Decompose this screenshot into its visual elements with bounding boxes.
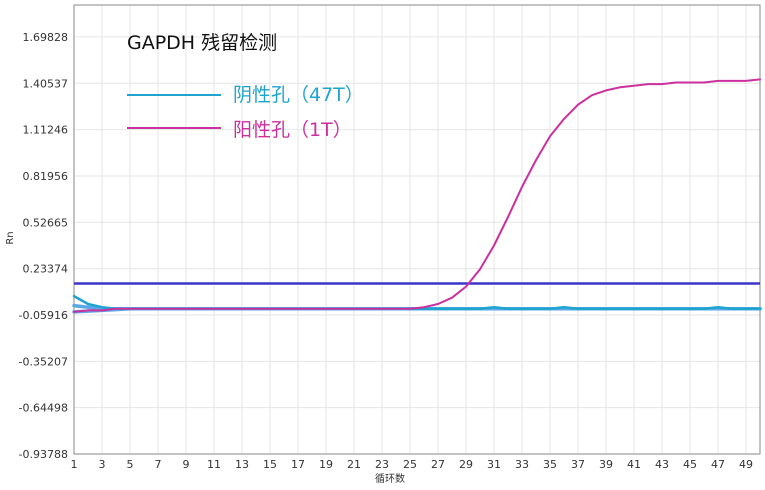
x-tick-label: 23 [375,458,389,471]
x-tick-label: 19 [319,458,333,471]
x-tick-label: 37 [571,458,585,471]
x-tick-label: 35 [543,458,557,471]
y-tick-label: -0.93788 [19,448,68,461]
y-tick-label: 0.81956 [23,170,69,183]
grid [73,5,760,455]
legend-label-positive: 阳性孔（1T） [233,119,352,141]
x-tick-label: 45 [683,458,697,471]
y-tick-label: -0.05916 [19,309,68,322]
y-tick-label: -0.64498 [19,402,68,415]
x-tick-label: 7 [155,458,162,471]
x-tick-label: 39 [599,458,613,471]
x-tick-label: 47 [711,458,725,471]
x-tick-label: 5 [127,458,134,471]
y-tick-label: 0.52665 [23,216,69,229]
legend: 阴性孔（47T） 阳性孔（1T） [127,84,364,141]
x-tick-label: 29 [459,458,473,471]
y-tick-label: 0.23374 [23,263,69,276]
x-tick-label: 31 [487,458,501,471]
plot-area [73,4,761,455]
y-axis-ticks: -0.93788 -0.64498 -0.35207 -0.05916 0.23374 0… [19,31,68,461]
x-tick-label: 43 [655,458,669,471]
x-tick-label: 41 [627,458,641,471]
chart-title: GAPDH 残留检测 [127,32,277,54]
x-tick-label: 17 [291,458,305,471]
x-tick-label: 9 [183,458,190,471]
y-tick-label: 1.69828 [23,31,69,44]
x-tick-label: 11 [207,458,221,471]
x-axis-ticks: 1 3 5 7 9 11 13 15 17 19 21 23 25 27 29 31 33 35 37 39 41 43 4… [71,458,754,471]
x-tick-label: 13 [235,458,249,471]
x-tick-label: 27 [431,458,445,471]
x-axis-title: 循环数 [375,472,405,485]
series-line-1 [73,78,761,313]
x-tick-label: 33 [515,458,529,471]
x-tick-label: 3 [99,458,106,471]
x-tick-label: 21 [347,458,361,471]
y-axis-title: Rn [5,231,16,244]
x-tick-label: 25 [403,458,417,471]
y-tick-label: -0.35207 [19,355,68,368]
y-tick-label: 1.40537 [23,77,69,90]
series-layer [72,78,762,314]
x-tick-label: 1 [71,458,78,471]
x-tick-label: 49 [739,458,753,471]
y-tick-label: 1.11246 [23,124,69,137]
legend-label-negative: 阴性孔（47T） [233,84,364,106]
x-tick-label: 15 [263,458,277,471]
series-line-0 [72,294,762,311]
